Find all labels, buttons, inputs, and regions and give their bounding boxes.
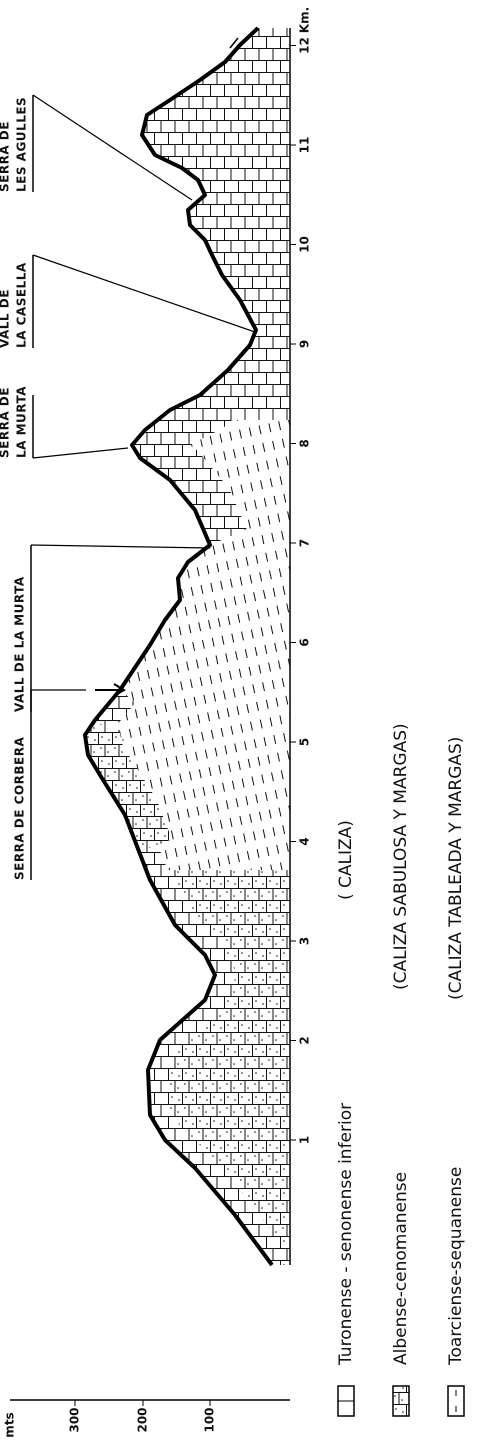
leader: [32, 94, 193, 201]
arrow: [95, 683, 126, 697]
y-tick-label: 100: [203, 1407, 217, 1432]
dip-mark: [229, 37, 239, 49]
legend-boxes: [337, 1385, 465, 1417]
legend-name: Albense-cenomanense: [391, 1172, 411, 1365]
y-tick-label: 200: [136, 1407, 150, 1432]
place-label: LES AGULLES: [15, 97, 29, 192]
axis-unit: mts: [3, 1412, 17, 1437]
legend-swatch: [447, 1385, 465, 1417]
place-label: VALL DE LA MURTA: [13, 576, 27, 712]
place-label: SERRA DE CORBERA: [13, 737, 27, 880]
x-tick-label: 3: [298, 937, 312, 945]
place-label: LA CASELLA: [15, 262, 29, 348]
legend-name: Turonense - senonense inferior: [336, 1103, 356, 1366]
x-tick-label: 9: [298, 340, 312, 348]
place-label: LA MURTA: [15, 386, 29, 458]
strata: [85, 28, 290, 1265]
x-tick-label: 6: [298, 638, 312, 646]
x-tick-label: 10: [298, 236, 312, 253]
legend-rock: (CALIZA SABULOSA Y MARGAS): [391, 723, 411, 990]
leader: [32, 447, 129, 459]
x-tick-label: 11: [298, 137, 312, 154]
leader: [32, 254, 256, 333]
legend-rock: (CALIZA TABLEADA Y MARGAS): [446, 737, 466, 1000]
x-tick-label: 7: [298, 539, 312, 547]
y-tick-label: 300: [68, 1407, 82, 1432]
leader: [30, 544, 211, 549]
place-label: SERRA DE: [0, 387, 12, 458]
x-tick-label: 8: [298, 439, 312, 447]
legend-rock: ( CALIZA): [336, 820, 356, 900]
legend-swatch: [392, 1385, 410, 1417]
x-tick-label: 5: [298, 738, 312, 746]
x-tick-label: 1: [298, 1136, 312, 1144]
x-tick-label: 12: [298, 37, 312, 54]
place-label: VALL DE: [0, 289, 12, 348]
legend-name: Toarciense-sequanense: [446, 1167, 466, 1366]
x-tick-label: 2: [298, 1036, 312, 1044]
distance-unit: Km.: [298, 7, 312, 33]
x-tick-label: 4: [298, 837, 312, 845]
place-label: SERRA DE: [0, 121, 12, 192]
profile: [83, 26, 274, 1267]
